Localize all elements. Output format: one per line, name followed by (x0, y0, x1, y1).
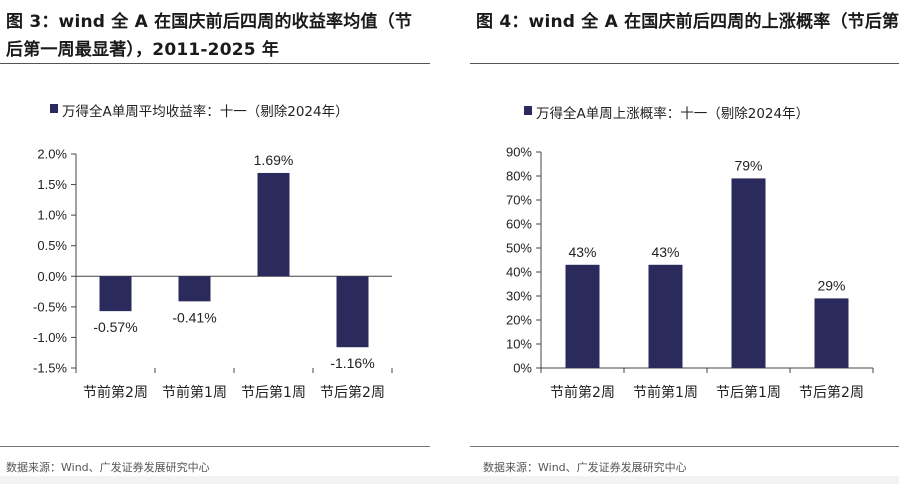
figure-3-title: 图 3：wind 全 A 在国庆前后四周的收益率均值（节后第一周最显著），201… (6, 12, 413, 60)
legend-label: 万得全A单周平均收益率：十一（剔除2024年） (62, 103, 349, 120)
source-note-right: 数据来源：Wind、广发证券发展研究中心 (483, 461, 687, 474)
title-divider-right (470, 63, 899, 64)
category-label: 节后第1周 (716, 384, 781, 401)
y-tick-label: 2.0% (37, 147, 67, 162)
source-divider-left (0, 446, 430, 447)
bar (178, 276, 211, 302)
y-tick-label: 0.5% (37, 238, 67, 253)
y-tick-label: -1.5% (33, 361, 67, 376)
y-tick-label: 90% (506, 145, 532, 160)
y-tick-label: 1.5% (37, 177, 67, 192)
category-label: 节前第2周 (83, 384, 148, 401)
y-tick-label: 10% (506, 337, 532, 352)
y-tick-label: 30% (506, 289, 532, 304)
data-label: 43% (568, 244, 596, 260)
data-label: -0.57% (93, 319, 137, 335)
data-label: 79% (734, 157, 762, 173)
y-tick-label: 60% (506, 217, 532, 232)
source-divider-right (470, 446, 899, 447)
data-label: 29% (817, 277, 845, 293)
y-tick-label: 0.0% (37, 269, 67, 284)
bar (731, 178, 766, 368)
bar (565, 264, 600, 368)
bar (336, 276, 369, 348)
y-tick-label: 50% (506, 241, 532, 256)
data-label: -0.41% (172, 309, 216, 325)
data-label: -1.16% (330, 355, 374, 371)
data-label: 43% (651, 244, 679, 260)
bar (648, 264, 683, 368)
category-label: 节前第1周 (162, 384, 227, 401)
y-tick-label: 70% (506, 193, 532, 208)
y-tick-label: 0% (513, 361, 532, 376)
y-tick-label: 80% (506, 169, 532, 184)
category-label: 节后第2周 (320, 384, 385, 401)
y-tick-label: 40% (506, 265, 532, 280)
y-tick-label: 20% (506, 313, 532, 328)
legend-swatch (50, 104, 58, 113)
bar (814, 298, 849, 368)
data-label: 1.69% (254, 152, 294, 168)
bar (99, 276, 132, 312)
category-label: 节后第2周 (799, 384, 864, 401)
y-tick-label: -0.5% (33, 299, 67, 314)
y-tick-label: 1.0% (37, 208, 67, 223)
title-divider-left (0, 63, 430, 64)
legend-swatch (524, 106, 532, 115)
page-bottom-strip (0, 476, 899, 484)
figure-4-title: 图 4：wind 全 A 在国庆前后四周的上涨概率（节后第一周最显著），2011… (476, 12, 899, 32)
category-label: 节后第1周 (241, 384, 306, 401)
legend-label: 万得全A单周上涨概率：十一（剔除2024年） (536, 105, 809, 122)
bar (257, 172, 290, 277)
category-label: 节前第2周 (550, 384, 615, 401)
source-note-left: 数据来源：Wind、广发证券发展研究中心 (6, 461, 210, 474)
category-label: 节前第1周 (633, 384, 698, 401)
y-tick-label: -1.0% (33, 330, 67, 345)
